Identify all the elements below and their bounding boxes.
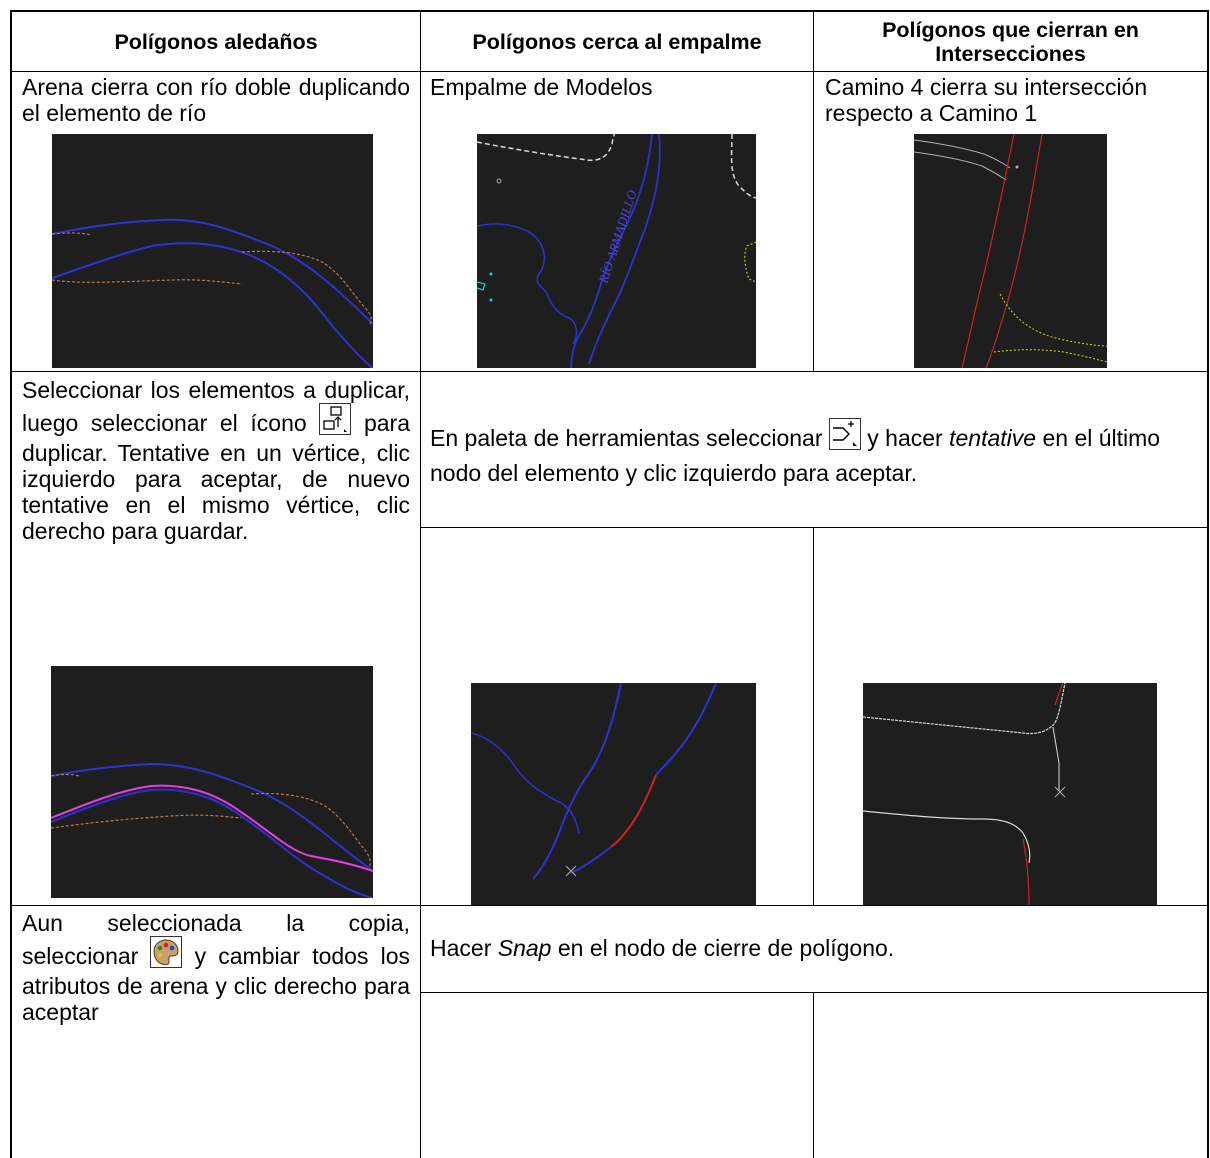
row3-merged-italic: Snap [497, 935, 552, 961]
table-border-right [1207, 10, 1209, 1158]
row2-merged-part1: En paleta de herramientas seleccionar [430, 425, 823, 451]
table-border-left [10, 10, 12, 1158]
row2-merged-part2: y hacer [867, 425, 943, 451]
row2-col1-text: Seleccionar los elementos a duplicar, lu… [22, 377, 410, 544]
image-tentative-river-node [471, 683, 756, 905]
row2-col1-part1: Seleccionar los elementos a duplicar, lu… [22, 377, 410, 436]
row2-merged-italic: tentative [949, 425, 1037, 451]
image-tentative-road-node [863, 683, 1157, 905]
change-attributes-palette-icon[interactable] [150, 936, 183, 973]
col-divider-2b [813, 528, 814, 906]
col-divider-2c [813, 993, 814, 1158]
col-divider-2a [813, 10, 814, 372]
header-col-3: Polígonos que cierran en Intersecciones [882, 17, 1139, 66]
row3-merged-text: Hacer Snap en el nodo de cierre de políg… [430, 935, 1200, 961]
image-road-intersection [914, 134, 1107, 368]
row-divider-1 [10, 371, 1209, 372]
row1-col3-text: Camino 4 cierra su intersección respecto… [825, 74, 1148, 126]
row2-merged-text: En paleta de herramientas seleccionar y … [430, 418, 1200, 489]
row2-merged-part3: en el último nodo del elemento y clic iz… [430, 425, 1161, 486]
table-border-top [10, 10, 1209, 12]
row3-col1-part2: y cambiar todos los atributos de arena y… [22, 943, 411, 1025]
row1-col1-text: Arena cierra con río doble duplicando el… [22, 74, 410, 126]
row1-col2-text: Empalme de Modelos [430, 74, 653, 100]
row-divider-2-sub [420, 527, 1209, 528]
header-col-1: Polígonos aledaños [114, 29, 318, 54]
duplicate-icon[interactable] [319, 403, 352, 440]
row-divider-header [10, 71, 1209, 72]
row2-col1-part2: para duplicar. Tentative en un vértice, … [22, 410, 411, 544]
image-model-junction: RÍO ARMADILLO [477, 134, 756, 368]
row-divider-2 [10, 905, 1209, 906]
river-label: RÍO ARMADILLO [595, 188, 640, 286]
row3-col1-part1: Aun seleccionada la copia, seleccionar [22, 910, 410, 969]
image-duplicated-river [51, 666, 373, 898]
extend-line-icon[interactable] [828, 418, 861, 458]
row3-col1-text: Aun seleccionada la copia, seleccionar y… [22, 910, 410, 1025]
row-divider-3-sub [420, 992, 1209, 993]
row3-merged-part2: en el nodo de cierre de polígono. [557, 935, 895, 961]
image-sand-double-river [52, 134, 373, 368]
col-divider-1 [420, 10, 421, 1158]
row3-merged-part1: Hacer [430, 935, 492, 961]
header-col-2: Polígonos cerca al empalme [472, 29, 762, 54]
